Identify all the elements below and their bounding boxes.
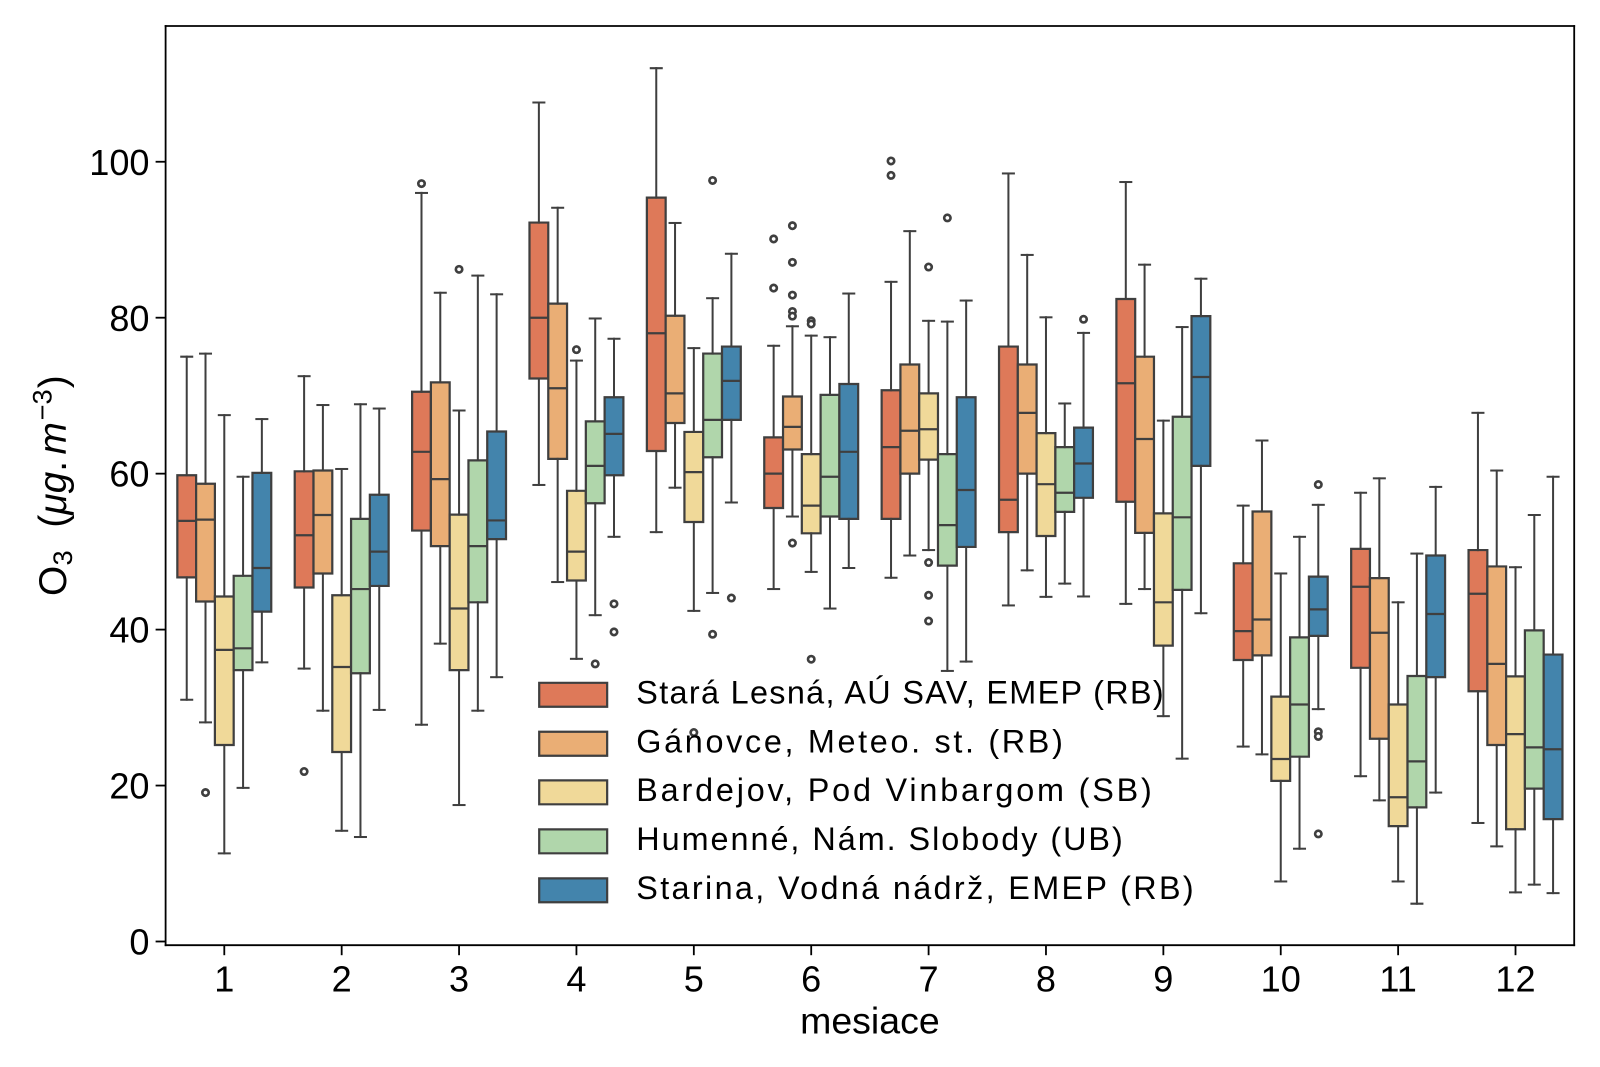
svg-text:60: 60 — [109, 454, 149, 495]
svg-text:5: 5 — [684, 958, 704, 999]
svg-text:11: 11 — [1379, 958, 1417, 999]
svg-text:Starina, Vodná nádrž, EMEP (RB: Starina, Vodná nádrž, EMEP (RB) — [636, 870, 1196, 906]
svg-text:7: 7 — [919, 958, 939, 999]
svg-text:80: 80 — [109, 298, 149, 339]
svg-text:40: 40 — [109, 610, 149, 651]
svg-text:1: 1 — [214, 958, 234, 999]
svg-text:100: 100 — [89, 142, 149, 183]
svg-text:Humenné, Nám. Slobody (UB): Humenné, Nám. Slobody (UB) — [636, 821, 1124, 857]
svg-text:mesiace: mesiace — [800, 1000, 940, 1042]
svg-text:4: 4 — [566, 958, 586, 999]
svg-text:Gánovce, Meteo. st. (RB): Gánovce, Meteo. st. (RB) — [636, 724, 1065, 760]
svg-text:2: 2 — [332, 958, 352, 999]
svg-text:12: 12 — [1495, 958, 1535, 999]
svg-text:10: 10 — [1261, 958, 1301, 999]
svg-text:20: 20 — [109, 766, 149, 807]
svg-text:Stará Lesná, AÚ SAV, EMEP (RB): Stará Lesná, AÚ SAV, EMEP (RB) — [636, 674, 1165, 711]
svg-text:0: 0 — [129, 922, 149, 963]
svg-text:Bardejov, Pod Vinbargom (SB): Bardejov, Pod Vinbargom (SB) — [636, 772, 1154, 808]
svg-text:3: 3 — [449, 958, 469, 999]
svg-text:6: 6 — [801, 958, 821, 999]
svg-text:8: 8 — [1036, 958, 1056, 999]
svg-text:O (: O ( . ) 3 − 3 μ g m — [26, 369, 78, 596]
svg-text:9: 9 — [1153, 958, 1173, 999]
